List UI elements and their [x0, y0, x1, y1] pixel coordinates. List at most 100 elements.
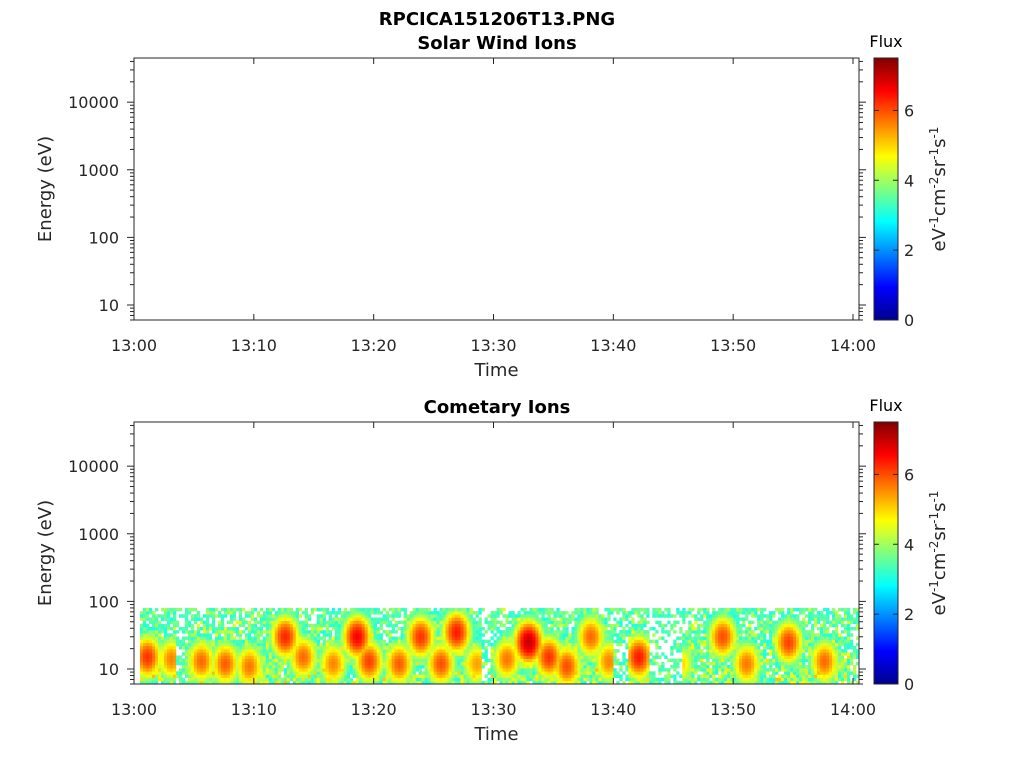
flux-cell — [367, 645, 371, 650]
flux-cell — [517, 630, 521, 634]
flux-cell — [364, 664, 368, 669]
flux-cell — [403, 671, 407, 675]
flux-cell — [658, 664, 662, 669]
flux-cell — [172, 611, 177, 615]
flux-cell — [388, 614, 392, 618]
flux-cell — [397, 655, 401, 659]
flux-cell — [730, 630, 734, 634]
flux-cell — [589, 677, 593, 682]
flux-cell — [769, 664, 773, 669]
flux-cell — [454, 607, 458, 612]
flux-cell — [532, 626, 536, 631]
flux-cell — [823, 623, 827, 628]
flux-cell — [388, 607, 392, 612]
flux-cell — [814, 649, 818, 653]
flux-cell — [427, 671, 431, 675]
flux-cell — [808, 645, 812, 650]
flux-cell — [289, 611, 294, 615]
flux-cell — [376, 674, 380, 678]
flux-cell — [226, 671, 231, 675]
flux-cell — [724, 623, 728, 628]
flux-cell — [151, 620, 156, 625]
flux-cell — [544, 645, 548, 650]
flux-cell — [562, 614, 566, 618]
flux-cell — [268, 668, 273, 672]
flux-cell — [322, 620, 327, 625]
flux-cell — [259, 674, 264, 678]
flux-cell — [457, 642, 461, 647]
flux-cell — [673, 630, 677, 634]
flux-cell — [196, 658, 201, 663]
flux-cell — [820, 674, 824, 678]
flux-cell — [307, 639, 312, 644]
flux-cell — [475, 630, 479, 634]
flux-cell — [244, 671, 249, 675]
flux-cell — [424, 645, 428, 650]
flux-cell — [211, 623, 216, 628]
flux-cell — [352, 645, 356, 650]
flux-cell — [301, 630, 306, 634]
flux-cell — [694, 633, 698, 637]
flux-cell — [466, 645, 470, 650]
flux-cell — [463, 614, 467, 618]
flux-cell — [772, 652, 776, 656]
flux-cell — [550, 630, 554, 634]
flux-cell — [808, 661, 812, 666]
flux-cell — [442, 664, 446, 669]
flux-cell — [577, 607, 581, 612]
flux-cell — [457, 620, 461, 625]
flux-cell — [748, 658, 752, 663]
flux-cell — [685, 680, 689, 684]
flux-cell — [301, 620, 306, 625]
flux-cell — [169, 652, 174, 656]
colorbar-tick-label: 6 — [904, 101, 914, 120]
flux-cell — [664, 630, 668, 634]
flux-cell — [184, 636, 189, 640]
flux-cell — [769, 649, 773, 653]
flux-cell — [556, 680, 560, 684]
flux-cell — [685, 642, 689, 647]
flux-cell — [691, 668, 695, 672]
flux-cell — [364, 645, 368, 650]
flux-cell — [409, 614, 413, 618]
flux-cell — [709, 680, 713, 684]
flux-cell — [523, 652, 527, 656]
flux-cell — [319, 668, 324, 672]
flux-cell — [166, 671, 171, 675]
flux-cell — [154, 652, 159, 656]
flux-cell — [268, 611, 273, 615]
flux-cell — [709, 614, 713, 618]
flux-cell — [193, 661, 198, 666]
flux-cell — [286, 671, 291, 675]
flux-cell — [562, 655, 566, 659]
flux-cell — [346, 671, 351, 675]
flux-cell — [604, 649, 608, 653]
flux-cell — [769, 674, 773, 678]
flux-cell — [223, 630, 228, 634]
flux-cell — [739, 617, 743, 621]
flux-cell — [646, 674, 650, 678]
flux-cell — [469, 614, 473, 618]
flux-cell — [793, 658, 797, 663]
flux-cell — [553, 674, 557, 678]
flux-cell — [406, 642, 410, 647]
flux-cell — [403, 645, 407, 650]
flux-cell — [718, 636, 722, 640]
flux-cell — [544, 677, 548, 682]
flux-cell — [307, 652, 312, 656]
flux-cell — [469, 655, 473, 659]
flux-cell — [520, 636, 524, 640]
flux-cell — [373, 661, 377, 666]
flux-cell — [379, 645, 383, 650]
flux-cell — [595, 652, 599, 656]
flux-cell — [616, 636, 620, 640]
flux-cell — [430, 636, 434, 640]
flux-cell — [712, 664, 716, 669]
flux-cell — [697, 607, 701, 612]
flux-cell — [637, 620, 641, 625]
flux-cell — [634, 645, 638, 650]
flux-cell — [472, 626, 476, 631]
flux-cell — [418, 652, 422, 656]
flux-cell — [730, 614, 734, 618]
flux-cell — [712, 630, 716, 634]
